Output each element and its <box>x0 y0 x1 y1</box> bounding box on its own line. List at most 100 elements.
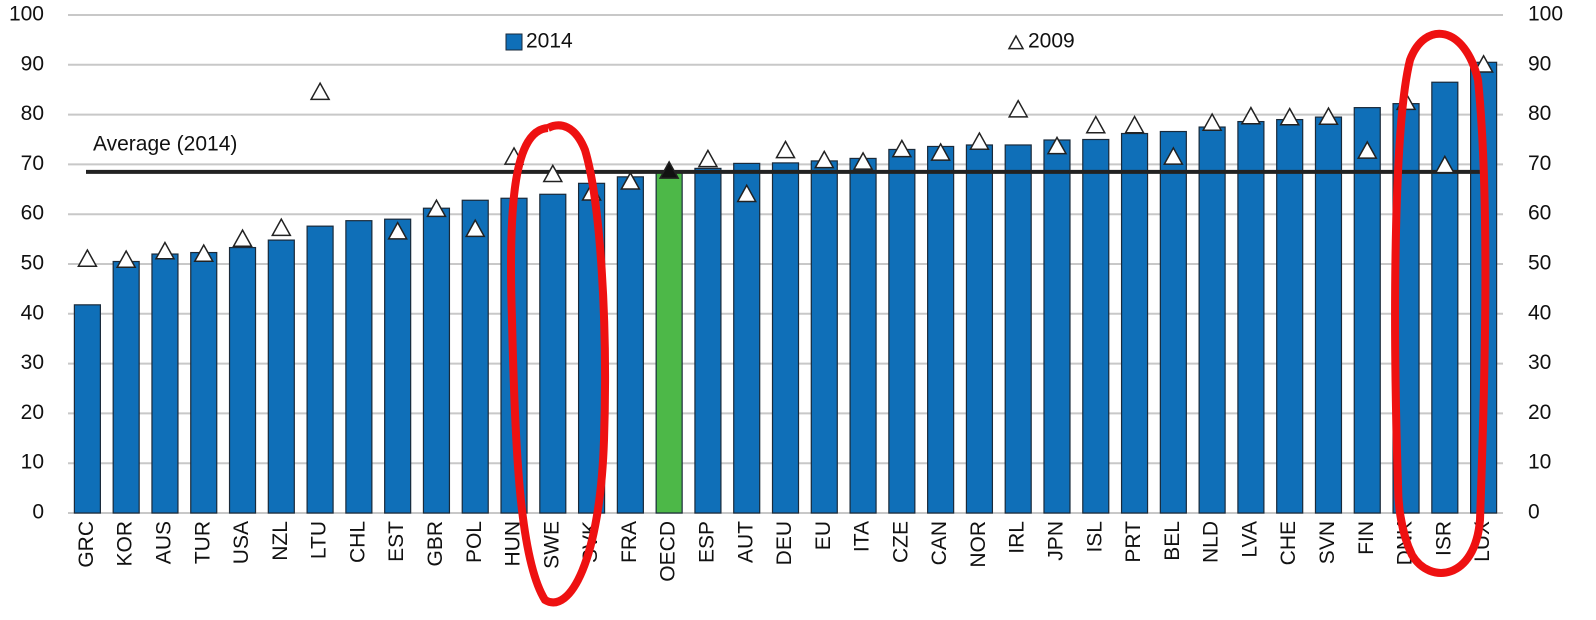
x-tick-label: USA <box>230 521 253 564</box>
x-tick-label: SWE <box>540 521 563 569</box>
y2-tick-label: 30 <box>1528 351 1551 374</box>
x-tick-label: ESP <box>695 521 718 563</box>
average-label: Average (2014) <box>93 132 237 155</box>
x-tick-label: FIN <box>1355 521 1378 555</box>
legend-swatch <box>505 33 523 51</box>
annotation-circle <box>1391 29 1490 577</box>
x-tick-label: ISL <box>1083 521 1106 553</box>
y2-tick-label: 10 <box>1528 451 1551 474</box>
y2-tick-label: 20 <box>1528 401 1551 424</box>
x-tick-label: SVN <box>1316 521 1339 564</box>
bar <box>1043 139 1071 514</box>
marker <box>1240 106 1262 125</box>
x-tick-label: IRL <box>1006 521 1029 554</box>
marker <box>736 183 757 203</box>
legend-label: 2009 <box>1028 30 1075 53</box>
bar <box>422 207 451 514</box>
bar <box>190 251 218 514</box>
marker <box>154 241 176 260</box>
bar <box>849 157 877 514</box>
marker <box>232 228 253 248</box>
y-tick-label: 20 <box>21 401 44 424</box>
marker <box>775 139 796 159</box>
x-tick-label: NZL <box>269 521 292 561</box>
bar <box>228 246 257 514</box>
x-tick-label: BEL <box>1161 521 1184 561</box>
x-tick-label: ITA <box>851 521 874 552</box>
marker <box>1163 146 1184 165</box>
y2-tick-label: 0 <box>1528 501 1540 524</box>
legend-label: 2014 <box>526 30 573 53</box>
bar <box>1237 120 1265 514</box>
marker <box>271 217 292 237</box>
bar <box>1276 118 1304 514</box>
bar <box>1431 81 1459 514</box>
marker <box>1046 135 1068 155</box>
y-tick-label: 80 <box>21 102 44 125</box>
bar <box>306 225 334 514</box>
bar <box>1004 144 1032 514</box>
marker <box>426 198 447 218</box>
bar <box>888 148 916 514</box>
marker <box>1318 106 1339 126</box>
x-tick-label: PRT <box>1122 521 1145 563</box>
x-tick-label: TUR <box>191 521 214 564</box>
marker <box>969 131 990 150</box>
marker <box>891 138 913 158</box>
y-tick-label: 50 <box>21 252 44 275</box>
x-tick-label: NOR <box>967 521 990 568</box>
y-tick-label: 0 <box>32 501 44 524</box>
y2-tick-label: 70 <box>1528 152 1551 175</box>
marker <box>77 248 98 267</box>
bar <box>771 162 800 514</box>
x-tick-label: EU <box>812 521 835 550</box>
x-tick-label: POL <box>463 521 486 563</box>
marker <box>542 163 564 183</box>
bar <box>151 253 179 514</box>
x-tick-label: OECD <box>657 521 680 582</box>
x-tick-label: KOR <box>114 521 137 567</box>
x-tick-label: LVA <box>1238 521 1261 558</box>
y-tick-label: 70 <box>21 152 44 175</box>
marker <box>930 142 951 161</box>
marker <box>1434 154 1456 174</box>
x-tick-label: HUN <box>502 521 525 567</box>
y2-tick-label: 50 <box>1528 252 1551 275</box>
marker <box>814 149 835 169</box>
x-tick-label: LTU <box>308 521 331 559</box>
annotation-circle <box>507 121 610 607</box>
x-tick-label: GRC <box>75 521 98 568</box>
marker <box>193 243 215 262</box>
y2-tick-label: 100 <box>1528 3 1563 26</box>
marker <box>1085 115 1107 134</box>
x-tick-label: EST <box>385 521 408 562</box>
y2-tick-label: 40 <box>1528 301 1551 324</box>
bar <box>112 260 140 514</box>
y-tick-label: 10 <box>21 451 44 474</box>
x-tick-label: AUT <box>734 521 757 563</box>
marker <box>620 171 641 190</box>
bar <box>927 145 955 514</box>
marker <box>1473 54 1494 73</box>
marker <box>1356 140 1378 159</box>
marker <box>697 148 719 168</box>
legend-swatch <box>1007 34 1025 50</box>
marker <box>309 81 331 101</box>
x-tick-label: ISR <box>1432 521 1455 556</box>
bar <box>1120 132 1149 514</box>
x-tick-label: CHE <box>1277 521 1300 565</box>
y2-tick-label: 90 <box>1528 52 1551 75</box>
marker <box>1007 99 1029 118</box>
y-tick-label: 30 <box>21 351 44 374</box>
bar <box>965 144 994 514</box>
x-tick-label: GBR <box>424 521 447 567</box>
bar <box>1198 126 1226 514</box>
x-tick-label: FRA <box>618 521 641 563</box>
bar <box>1314 116 1343 514</box>
x-tick-label: CZE <box>889 521 912 563</box>
x-tick-label: CHL <box>346 521 369 563</box>
marker <box>1279 107 1300 126</box>
bar <box>384 218 412 514</box>
bar <box>694 167 722 514</box>
